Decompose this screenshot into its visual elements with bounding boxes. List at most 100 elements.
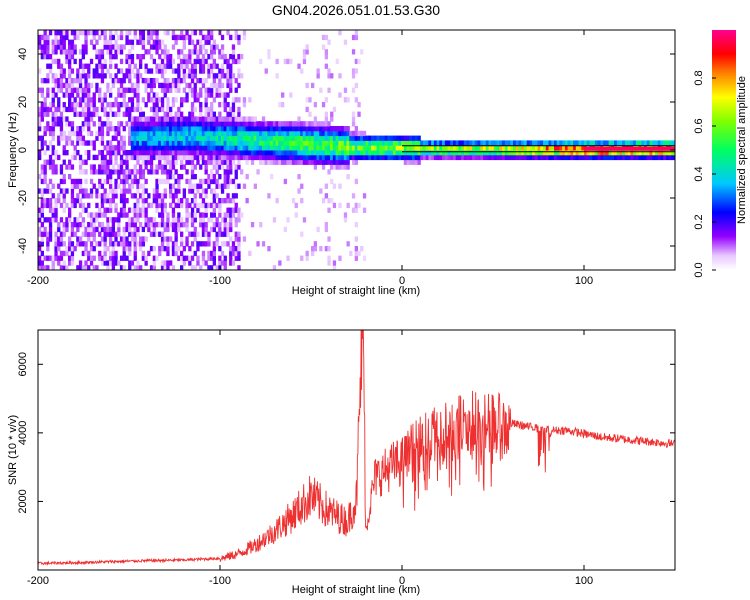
spectrogram-cell <box>190 174 195 180</box>
spectrogram-cell <box>229 68 233 74</box>
spectrogram-cell <box>220 34 225 41</box>
spectrogram-cell <box>54 241 58 247</box>
spectrogram-cell <box>100 226 105 233</box>
spectrogram-cell <box>155 135 159 141</box>
spectrogram-cell <box>92 169 96 175</box>
spectrogram-cell <box>275 135 279 141</box>
spectrogram-cell <box>537 145 541 151</box>
spectrogram-cell <box>103 73 107 79</box>
spectrogram-cell <box>212 82 216 89</box>
spectrogram-cell <box>54 39 58 45</box>
spectrogram-cell <box>223 121 227 127</box>
spectrogram-cell <box>215 222 219 228</box>
spectrogram-cell <box>158 154 162 161</box>
spectrogram-cell <box>136 78 140 84</box>
spectrogram-cell <box>163 222 167 228</box>
spectrogram-cell <box>204 78 208 84</box>
spectrogram-cell <box>89 217 94 223</box>
spectrogram-cell <box>234 202 238 209</box>
spectrogram-cell <box>351 150 356 156</box>
spectrogram-cell <box>141 226 145 233</box>
spectrogram-cell <box>351 159 356 165</box>
spectrogram-cell <box>242 121 247 127</box>
spectrogram-cell <box>313 150 317 156</box>
spectrogram-cell <box>305 135 309 141</box>
spectrogram-cell <box>272 130 277 137</box>
spectrogram-cell <box>174 193 178 199</box>
spectrogram-cell <box>119 207 124 213</box>
spectrogram-cell <box>493 150 498 156</box>
spectrogram-cell <box>267 154 271 161</box>
spectrogram-cell <box>40 78 44 84</box>
spectrogram-cell <box>160 135 165 141</box>
spectrogram-cell <box>57 30 61 36</box>
spectrogram-cell <box>128 241 132 247</box>
spectrogram-cell <box>483 154 487 161</box>
spectrogram-cell <box>87 140 91 146</box>
spectrogram-cell <box>109 102 113 108</box>
spectrogram-cell <box>46 87 50 93</box>
spectrogram-cell <box>414 159 418 165</box>
spectrogram-cell <box>398 154 402 161</box>
spectrogram-cell <box>117 226 121 233</box>
spectrogram-cell <box>125 87 129 93</box>
spectrogram-cell <box>158 82 162 89</box>
spectrogram-cell <box>144 116 148 122</box>
spectrogram-cell <box>70 226 75 233</box>
spectrogram-cell <box>267 159 271 165</box>
spectrogram-cell <box>188 145 192 151</box>
spectrogram-cell <box>78 63 83 69</box>
spectrogram-cell <box>324 49 328 55</box>
spectrogram-cell <box>207 92 211 98</box>
spectrogram-cell <box>384 140 388 146</box>
spectrogram-cell <box>59 126 64 132</box>
spectrogram-cell <box>472 154 476 161</box>
spectrogram-cell <box>57 78 61 84</box>
spectrogram-cell <box>133 87 137 93</box>
spectrogram-cell <box>125 178 129 185</box>
spectrogram-cell <box>267 135 271 141</box>
spectrogram-cell <box>357 250 361 257</box>
spectrogram-cell <box>291 121 296 127</box>
spectrogram-cell <box>611 140 615 146</box>
spectrogram-cell <box>278 102 282 108</box>
spectrogram-cell <box>78 212 83 218</box>
spectrogram-cell <box>158 212 162 218</box>
spectrogram-cell <box>59 111 64 117</box>
spectrogram-cell <box>428 150 432 156</box>
spectrogram-cell <box>70 87 75 93</box>
spectrogram-cell <box>122 250 126 257</box>
spectrogram-cell <box>521 140 525 146</box>
spectrogram-cell <box>125 159 129 165</box>
spectrogram-cell <box>177 255 181 261</box>
spectrogram-cell <box>136 178 140 185</box>
spectrogram-cell <box>177 246 181 252</box>
spectrogram-cell <box>87 63 91 69</box>
spectrogram-cell <box>485 145 489 151</box>
spectrogram-cell <box>190 116 195 122</box>
spectrogram-cell <box>223 174 227 180</box>
spectrogram-cell <box>338 255 342 261</box>
spectrogram-cell <box>136 231 140 237</box>
spectrogram-cell <box>250 154 255 161</box>
spectrogram-cell <box>139 63 143 69</box>
spectrogram-cell <box>171 174 176 180</box>
spectrogram-cell <box>455 150 459 156</box>
spectrogram-cell <box>204 154 208 161</box>
spectrogram-cell <box>327 135 331 141</box>
spectrogram-cell <box>207 174 211 180</box>
spectrogram-cell <box>128 73 132 79</box>
spectrogram-cell <box>272 150 277 156</box>
spectrogram-cell <box>141 212 145 218</box>
spectrogram-cell <box>62 73 66 79</box>
spectrogram-cell <box>403 154 408 161</box>
spectrogram-cell <box>62 34 66 41</box>
spectrogram-cell <box>240 212 244 218</box>
spectrogram-cell <box>231 97 236 103</box>
spectrogram-cell <box>133 174 137 180</box>
spectrogram-cell <box>204 212 208 218</box>
spectrogram-cell <box>338 92 342 98</box>
spectrogram-cell <box>384 145 388 151</box>
spectrogram-cell <box>259 130 263 137</box>
spectrogram-cell <box>199 183 203 189</box>
